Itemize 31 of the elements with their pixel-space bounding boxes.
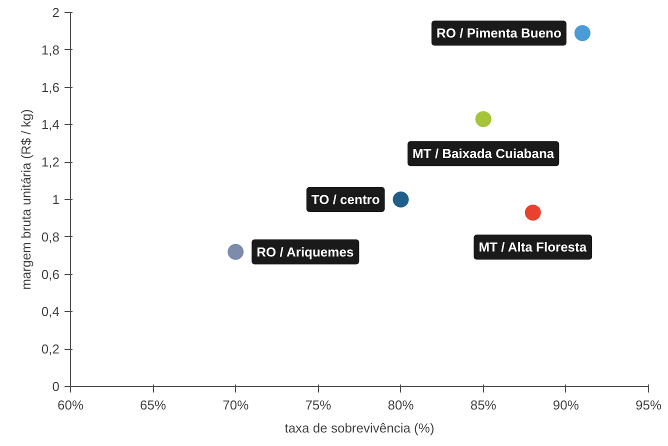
x-tick-label: 65%: [140, 398, 167, 412]
x-tick-label: 80%: [388, 398, 414, 412]
annotation: MT / Alta Floresta: [478, 240, 588, 255]
y-tick-label: 2: [52, 5, 60, 20]
annotation: MT / Baixada Cuiabana: [412, 146, 555, 162]
y-tick-label: 1: [52, 192, 60, 207]
point: [392, 192, 409, 208]
x-tick-label: 95%: [635, 398, 662, 412]
y-tick-label: 1,2: [41, 154, 60, 170]
point: [524, 204, 541, 221]
point: [228, 244, 244, 260]
y-axis-title: margem bruta unitária (R$ / kg): [18, 109, 34, 290]
annotation: RO / Pimenta Bueno: [436, 26, 562, 41]
y-tick-label: 0: [52, 379, 60, 394]
annotation: RO / Ariquemes: [256, 244, 354, 260]
y-tick-label: 1,6: [41, 80, 60, 95]
x-axis-title: taxa de sobrevivência (%): [284, 420, 434, 436]
y-tick-label: 0,2: [41, 342, 60, 357]
x-tick-label: 75%: [305, 398, 332, 412]
point: [475, 111, 492, 128]
y-tick-label: 0,4: [41, 304, 60, 320]
x-tick-label: 60%: [57, 398, 84, 412]
y-tick-label: 0,8: [41, 229, 60, 244]
point: [574, 25, 590, 42]
x-tick-label: 85%: [470, 398, 497, 412]
annotation: TO / centro: [311, 192, 380, 207]
x-tick-label: 90%: [552, 398, 580, 412]
y-tick-label: 1,4: [41, 117, 60, 132]
x-tick-label: 70%: [222, 398, 250, 412]
y-tick-label: 1,8: [41, 42, 60, 58]
y-tick-label: 0,6: [41, 266, 60, 282]
